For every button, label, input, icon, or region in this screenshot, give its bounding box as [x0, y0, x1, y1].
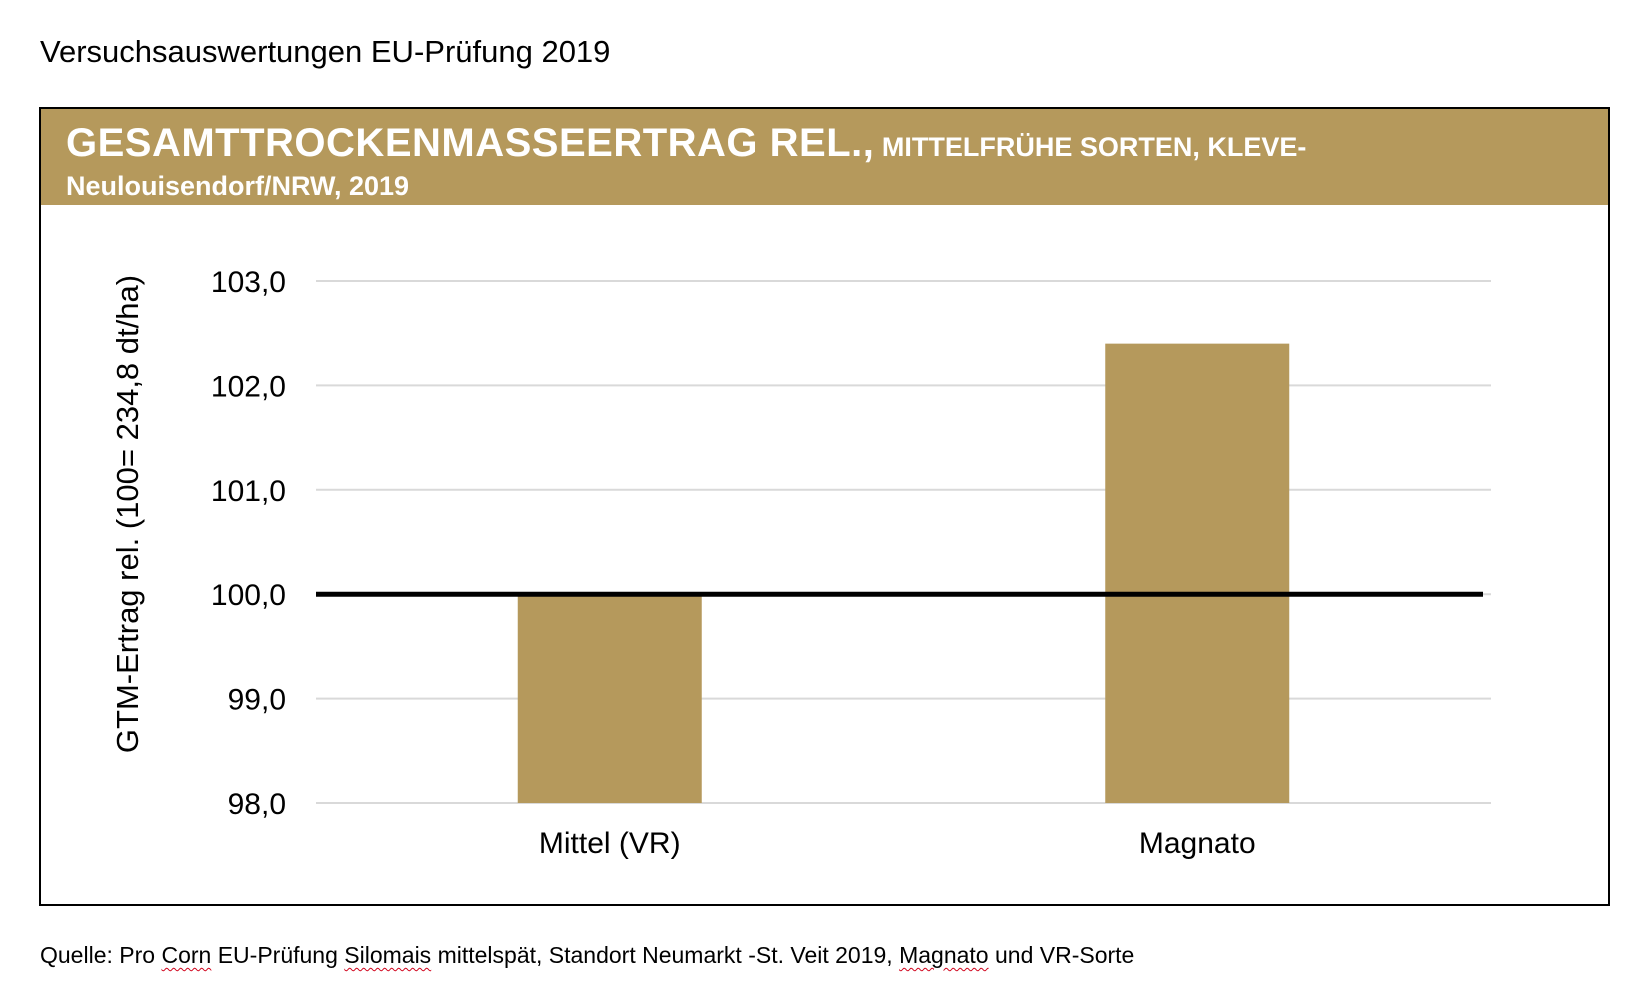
grid-lines: [316, 280, 1491, 804]
x-tick-label: Mittel (VR): [539, 827, 681, 860]
y-tick-label: 101,0: [211, 475, 286, 508]
chart-title-line-1: GESAMTTROCKENMASSEERTRAG REL., MITTELFRÜ…: [66, 121, 1306, 166]
y-tick-label: 100,0: [211, 579, 286, 612]
y-tick-labels: 98,0 99,0 100,0 101,0 102,0 103,0: [211, 266, 286, 821]
chart-title-line-2: Neulouisendorf/NRW, 2019: [66, 171, 410, 201]
chart-header-background: [41, 109, 1608, 205]
chart-title-sub: MITTELFRÜHE SORTEN, KLEVE-: [874, 132, 1307, 162]
bar-mittel-vr: [517, 594, 702, 803]
y-tick-label: 103,0: [211, 266, 286, 299]
source-mid-2: mittelspät, Standort Neumarkt -St. Veit …: [431, 942, 900, 968]
document-title: Versuchsauswertungen EU-Prüfung 2019: [40, 34, 611, 69]
source-mid-1: EU-Prüfung: [211, 942, 345, 968]
bar-magnato: [1105, 343, 1290, 803]
y-tick-label: 102,0: [211, 370, 286, 403]
bar-chart: 98,0 99,0 100,0 101,0 102,0 103,0 Mittel (VR)…: [41, 109, 1608, 860]
y-tick-label: 98,0: [228, 788, 286, 821]
chart-frame: 98,0 99,0 100,0 101,0 102,0 103,0 Mittel (VR)…: [39, 107, 1610, 906]
x-tick-labels: Mittel (VR) Magnato: [539, 827, 1256, 860]
source-word-corn: Corn: [161, 942, 212, 968]
y-axis-label: GTM-Ertrag rel. (100= 234,8 dt/ha): [110, 275, 145, 753]
chart-title-main: GESAMTTROCKENMASSEERTRAG REL.,: [66, 121, 875, 165]
source-note: Quelle: Pro Corn EU-Prüfung Silomais mit…: [40, 942, 1134, 969]
x-tick-label: Magnato: [1139, 827, 1256, 860]
source-word-silomais: Silomais: [344, 942, 432, 968]
source-word-magnato: Magnato: [899, 942, 989, 968]
bars: [517, 343, 1290, 803]
y-tick-label: 99,0: [228, 684, 286, 717]
source-suffix: und VR-Sorte: [988, 942, 1135, 968]
chart-header: GESAMTTROCKENMASSEERTRAG REL., MITTELFRÜ…: [41, 109, 1608, 215]
source-prefix: Quelle: Pro: [40, 942, 162, 968]
